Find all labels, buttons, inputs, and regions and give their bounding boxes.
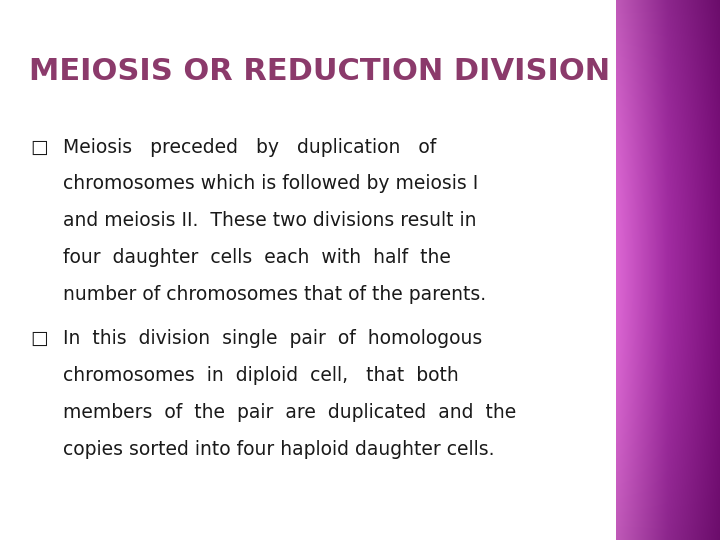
Text: four  daughter  cells  each  with  half  the: four daughter cells each with half the [63, 248, 451, 267]
Text: MEIOSIS OR REDUCTION DIVISION: MEIOSIS OR REDUCTION DIVISION [29, 57, 610, 86]
Text: copies sorted into four haploid daughter cells.: copies sorted into four haploid daughter… [63, 440, 495, 458]
Text: chromosomes  in  diploid  cell,   that  both: chromosomes in diploid cell, that both [63, 366, 459, 385]
Text: chromosomes which is followed by meiosis I: chromosomes which is followed by meiosis… [63, 174, 479, 193]
Text: Meiosis   preceded   by   duplication   of: Meiosis preceded by duplication of [63, 138, 436, 157]
Text: members  of  the  pair  are  duplicated  and  the: members of the pair are duplicated and t… [63, 403, 517, 422]
Text: and meiosis II.  These two divisions result in: and meiosis II. These two divisions resu… [63, 211, 477, 230]
Text: In  this  division  single  pair  of  homologous: In this division single pair of homologo… [63, 329, 482, 348]
Text: number of chromosomes that of the parents.: number of chromosomes that of the parent… [63, 285, 487, 303]
Text: □: □ [30, 138, 48, 157]
Text: □: □ [30, 329, 48, 348]
